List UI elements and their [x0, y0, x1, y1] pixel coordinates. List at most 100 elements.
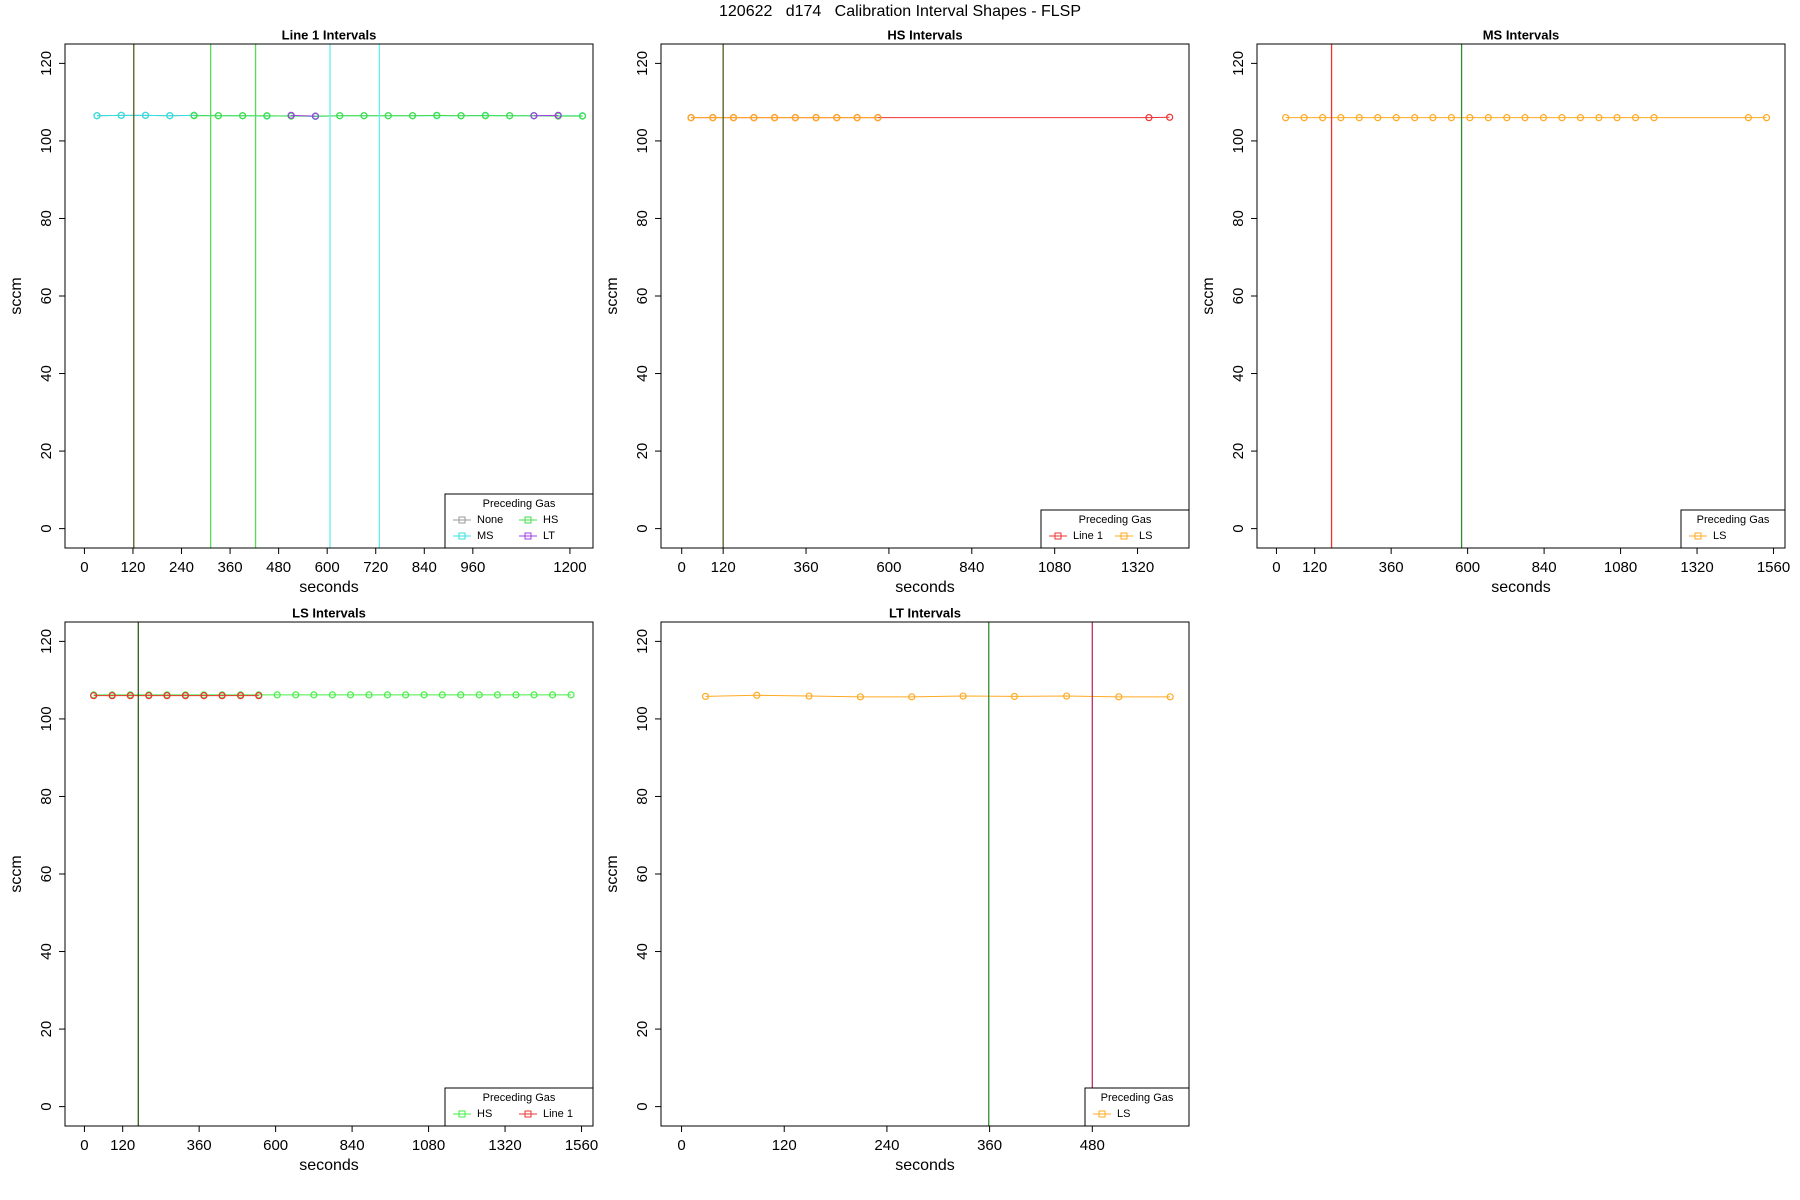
- x-axis-label: seconds: [895, 1157, 955, 1174]
- legend-label: Line 1: [543, 1108, 573, 1120]
- data-point: [1166, 113, 1174, 121]
- y-tick-label: 80: [634, 788, 651, 805]
- data-point: [1631, 114, 1640, 122]
- data-point: [709, 114, 717, 122]
- x-tick-label: 0: [80, 1137, 88, 1154]
- data-point: [438, 691, 446, 699]
- y-tick-label: 40: [38, 943, 55, 960]
- x-axis-label: seconds: [299, 579, 359, 596]
- legend-swatch: [1098, 1110, 1106, 1118]
- series-line: [194, 114, 583, 117]
- data-point: [1595, 114, 1603, 122]
- x-tick-label: 120: [1302, 559, 1327, 576]
- x-tick-label: 360: [218, 559, 243, 576]
- data-point: [1063, 692, 1071, 700]
- x-tick-label: 360: [187, 1137, 212, 1154]
- data-point: [1503, 114, 1511, 122]
- y-axis-label: sccm: [1200, 277, 1217, 314]
- data-point: [1539, 114, 1548, 122]
- legend-box: [444, 1087, 594, 1127]
- data-point: [402, 691, 410, 699]
- y-tick-label: 80: [38, 210, 55, 227]
- y-tick-label: 120: [634, 629, 651, 654]
- legend-label: Line 1: [1073, 530, 1103, 542]
- data-point: [1166, 693, 1174, 701]
- data-point: [1282, 114, 1290, 122]
- data-point: [1466, 114, 1474, 122]
- y-tick-label: 80: [38, 788, 55, 805]
- data-point: [236, 692, 245, 700]
- y-tick-label: 60: [1230, 288, 1247, 305]
- data-point: [328, 691, 336, 699]
- legend-label: HS: [543, 514, 558, 526]
- data-point: [383, 691, 392, 699]
- legend-box: [1084, 1087, 1190, 1127]
- x-tick-label: 840: [959, 559, 984, 576]
- data-point: [346, 691, 355, 699]
- legend-label: LS: [1139, 530, 1152, 542]
- x-tick-label: 360: [977, 1137, 1002, 1154]
- data-point: [1429, 114, 1437, 122]
- y-tick-label: 120: [634, 51, 651, 76]
- legend-box: [444, 493, 594, 549]
- y-tick-label: 120: [38, 51, 55, 76]
- y-tick-label: 20: [38, 443, 55, 460]
- data-point: [908, 693, 916, 701]
- y-tick-label: 100: [38, 128, 55, 153]
- data-point: [90, 692, 98, 700]
- legend-title: Preceding Gas: [483, 1092, 556, 1104]
- data-point: [729, 114, 738, 122]
- y-tick-label: 0: [1230, 524, 1247, 532]
- data-point: [163, 692, 171, 700]
- legend-swatch: [458, 532, 466, 540]
- panel: Line 1 Intervals seconds sccm 0 120 240 360 480…: [8, 27, 594, 596]
- legend-label: LS: [1713, 530, 1726, 542]
- data-point: [420, 691, 428, 699]
- y-tick-label: 20: [1230, 443, 1247, 460]
- y-tick-label: 60: [634, 288, 651, 305]
- data-point: [292, 691, 300, 699]
- y-tick-label: 0: [634, 1102, 651, 1110]
- y-tick-label: 20: [634, 443, 651, 460]
- data-point: [812, 114, 820, 122]
- x-tick-label: 720: [363, 559, 388, 576]
- data-point: [578, 112, 587, 120]
- legend-title: Preceding Gas: [483, 498, 556, 510]
- x-tick-label: 960: [460, 559, 485, 576]
- x-tick-label: 1200: [553, 559, 586, 576]
- x-tick-label: 600: [876, 559, 901, 576]
- x-tick-label: 120: [110, 1137, 135, 1154]
- data-point: [287, 111, 295, 119]
- chart-title: Line 1 Intervals: [282, 27, 377, 42]
- data-point: [1484, 114, 1492, 122]
- y-tick-label: 100: [1230, 128, 1247, 153]
- data-point: [512, 691, 520, 699]
- x-tick-label: 1080: [1038, 559, 1071, 576]
- legend-label: None: [477, 514, 503, 526]
- y-tick-label: 100: [38, 706, 55, 731]
- x-tick-label: 1320: [1121, 559, 1154, 576]
- data-point: [360, 112, 368, 120]
- x-tick-label: 1320: [488, 1137, 521, 1154]
- data-point: [874, 114, 882, 122]
- legend-swatch: [524, 532, 532, 540]
- data-point: [200, 692, 208, 700]
- data-point: [530, 691, 538, 699]
- x-tick-label: 1080: [1604, 559, 1637, 576]
- y-tick-label: 80: [1230, 210, 1247, 227]
- data-point: [1337, 114, 1345, 122]
- legend-box: [1040, 509, 1190, 549]
- data-point: [959, 692, 967, 700]
- y-tick-label: 0: [634, 524, 651, 532]
- x-tick-label: 360: [794, 559, 819, 576]
- data-point: [567, 691, 575, 699]
- data-point: [408, 112, 417, 120]
- y-tick-label: 60: [38, 288, 55, 305]
- legend-swatch: [458, 516, 466, 524]
- y-tick-label: 120: [38, 629, 55, 654]
- series-line: [705, 694, 1171, 698]
- x-tick-label: 1320: [1680, 559, 1713, 576]
- data-point: [1576, 114, 1585, 122]
